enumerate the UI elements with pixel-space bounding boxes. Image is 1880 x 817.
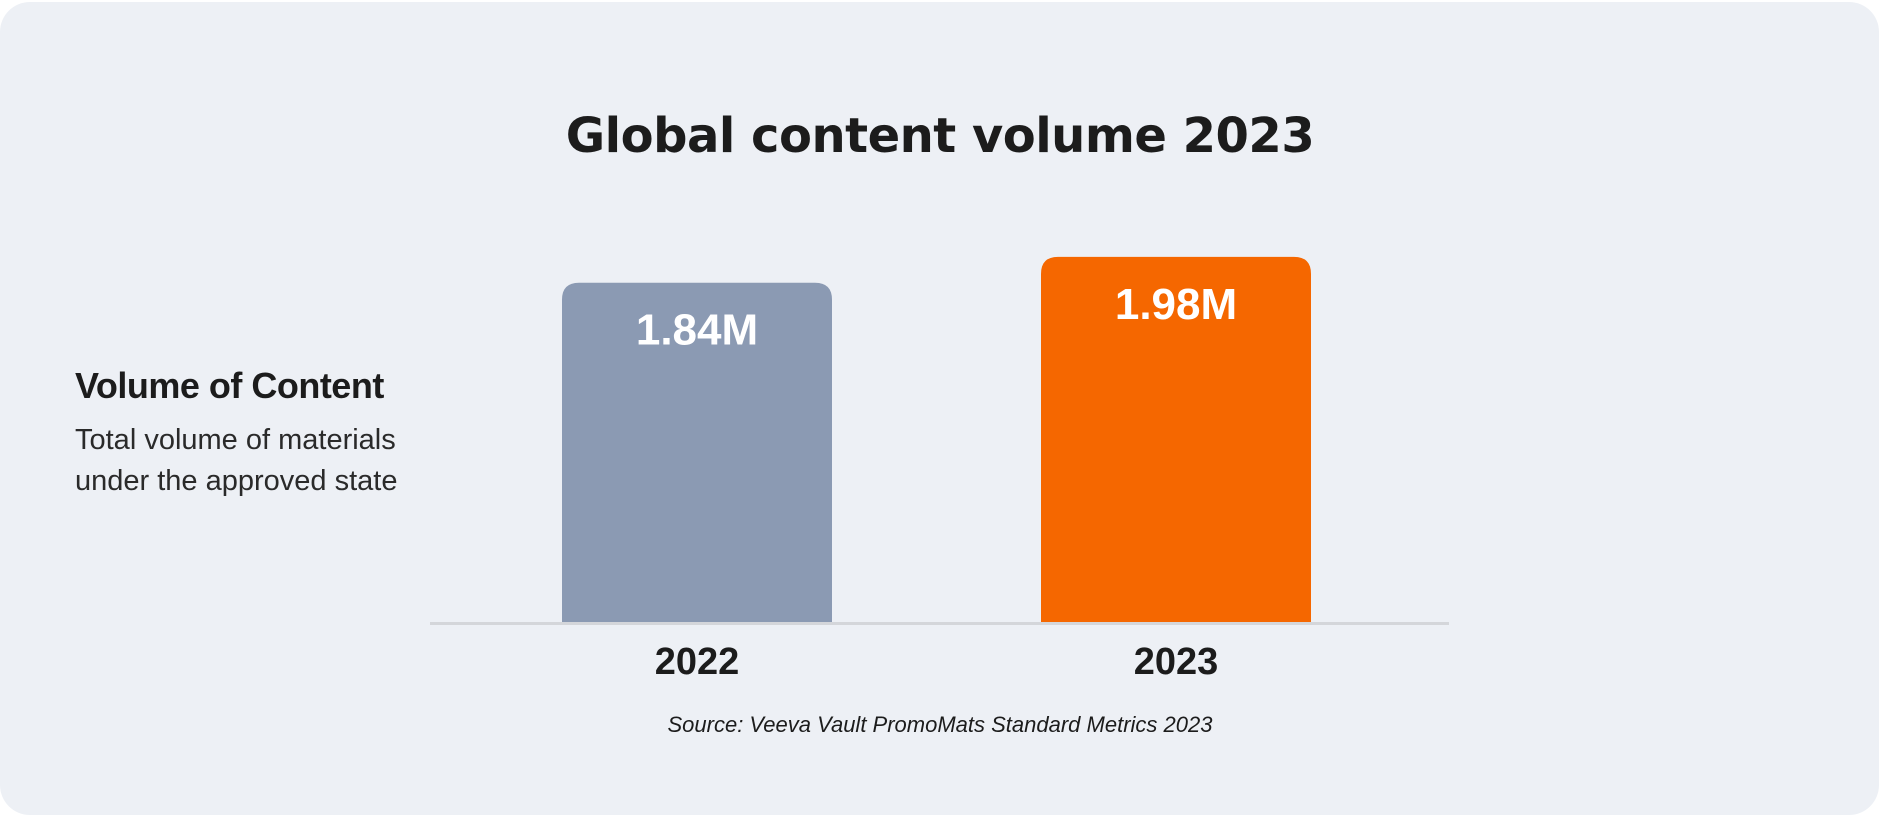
bar-value-label-2022: 1.84M (636, 306, 758, 355)
bar-2022 (562, 282, 832, 622)
chart-title: Global content volume 2023 (565, 108, 1315, 164)
bar-2023 (1041, 256, 1311, 622)
source-note: Source: Veeva Vault PromoMats Standard M… (667, 712, 1213, 737)
side-panel-description: Total volume of materials under the appr… (75, 424, 398, 497)
x-tick-label-2022: 2022 (655, 641, 740, 683)
side-panel-heading: Volume of Content (75, 365, 384, 406)
bar-value-label-2023: 1.98M (1115, 280, 1237, 329)
x-tick-label-2023: 2023 (1134, 641, 1219, 683)
